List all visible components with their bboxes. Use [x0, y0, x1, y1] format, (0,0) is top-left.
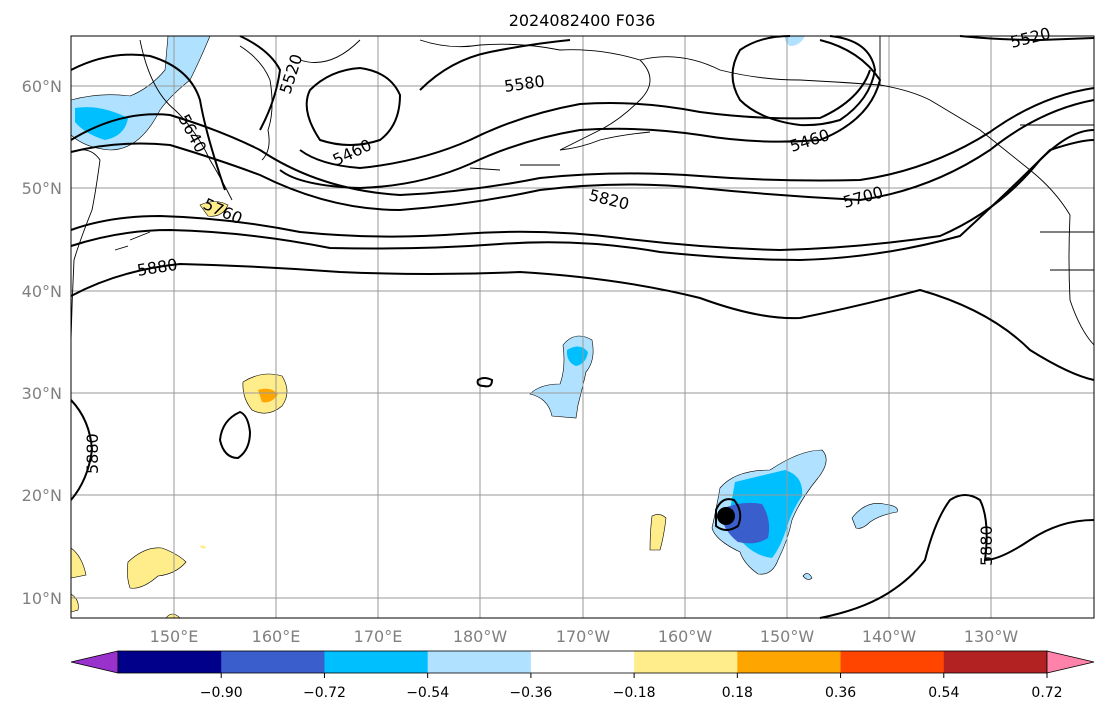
- colorbar-segment: [737, 651, 842, 673]
- colorbar-segment: [324, 651, 429, 673]
- colorbar: −0.90 −0.72 −0.54 −0.36 −0.18 0.18 0.36 0.54 0.7…: [70, 650, 1095, 701]
- colorbar-tick-label: −0.36: [509, 685, 552, 701]
- map-title: 2024082400 F036: [509, 11, 656, 30]
- latitude-labels: 60°N 50°N 40°N 30°N 20°N 10°N: [22, 77, 62, 608]
- colorbar-segment: [840, 651, 945, 673]
- height-contours: [70, 35, 1095, 619]
- colorbar-tick-label: −0.54: [406, 685, 449, 701]
- lon-label: 160°E: [252, 627, 301, 646]
- contour-label: 5880: [977, 525, 996, 566]
- colorbar-segment: [427, 651, 532, 673]
- lon-label: 180°W: [453, 627, 508, 646]
- colorbar-segment: [943, 651, 1048, 673]
- colorbar-tick-label: 0.72: [1031, 685, 1062, 701]
- lat-label: 50°N: [22, 179, 62, 198]
- lat-label: 30°N: [22, 384, 62, 403]
- lon-label: 160°W: [658, 627, 713, 646]
- lon-label: 150°W: [760, 627, 815, 646]
- colorbar-tick-label: 0.36: [825, 685, 856, 701]
- storm-center-marker: [717, 507, 735, 525]
- colorbar-over-triangle: [1046, 650, 1095, 674]
- lon-label: 170°W: [556, 627, 611, 646]
- lon-label: 130°W: [964, 627, 1019, 646]
- colorbar-segment: [221, 651, 325, 673]
- lat-label: 40°N: [22, 282, 62, 301]
- lon-label: 150°E: [150, 627, 199, 646]
- lat-label: 10°N: [22, 589, 62, 608]
- colorbar-tick-label: −0.90: [200, 685, 243, 701]
- colorbar-tick-label: −0.18: [613, 685, 656, 701]
- graticule: [71, 36, 1094, 618]
- lon-label: 170°E: [354, 627, 403, 646]
- colorbar-segment: [118, 651, 222, 673]
- lon-label: 140°W: [862, 627, 917, 646]
- colorbar-segment: [634, 651, 738, 673]
- lat-label: 60°N: [22, 77, 62, 96]
- colorbar-tick-label: 0.18: [722, 685, 753, 701]
- colorbar-tick-label: −0.72: [303, 685, 346, 701]
- contour-label: 5880: [83, 433, 102, 474]
- colorbar-tick-label: 0.54: [928, 685, 959, 701]
- colorbar-under-triangle: [70, 650, 119, 674]
- longitude-labels: 150°E 160°E 170°E 180°W 170°W 160°W 150°…: [150, 627, 1019, 646]
- colorbar-segment: [530, 651, 635, 673]
- lat-label: 20°N: [22, 486, 62, 505]
